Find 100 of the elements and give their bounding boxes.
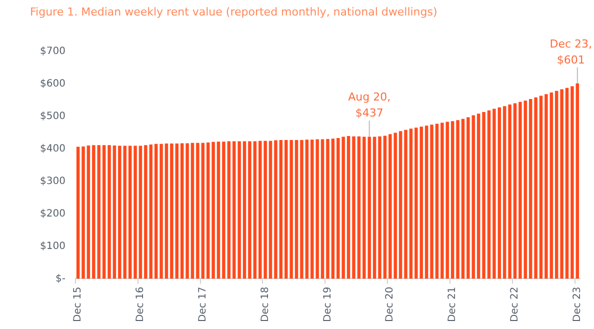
bar: [253, 141, 257, 279]
x-tick-label: Dec 19: [322, 286, 334, 322]
bar: [435, 124, 439, 279]
x-tick-label: Dec 22: [510, 286, 521, 322]
bar: [134, 146, 137, 279]
bar: [513, 103, 517, 279]
bar: [268, 140, 272, 279]
bar: [570, 86, 574, 279]
x-tick-label: Dec 21: [447, 286, 458, 322]
bar: [539, 96, 543, 279]
bar: [492, 108, 496, 279]
bar: [554, 90, 558, 279]
bar: [466, 117, 470, 279]
bar: [164, 144, 168, 279]
bar: [279, 140, 283, 279]
bar: [76, 146, 80, 279]
bar: [186, 143, 189, 279]
bar: [128, 146, 132, 279]
bar: [518, 102, 522, 279]
bar: [248, 141, 252, 279]
bar: [378, 136, 382, 279]
bar: [550, 92, 554, 279]
chart-title: Figure 1. Median weekly rent value (reported monthly, national dwellings): [30, 5, 438, 18]
x-tick-label: Dec 20: [384, 286, 396, 322]
bar: [430, 124, 434, 279]
y-tick-label: $600: [40, 78, 66, 90]
x-tick-label: Dec 15: [72, 286, 84, 322]
bar: [316, 139, 319, 279]
y-tick-label: $700: [40, 46, 66, 57]
bar: [502, 106, 506, 279]
bar: [310, 140, 314, 279]
bar: [258, 140, 262, 279]
bar: [576, 83, 580, 279]
y-tick-label: $100: [40, 240, 66, 252]
bar: [372, 136, 376, 279]
bar: [524, 100, 527, 279]
bar: [284, 140, 288, 279]
bar: [238, 141, 241, 279]
bar: [368, 136, 371, 279]
bar: [456, 120, 460, 279]
bar: [320, 139, 324, 279]
bar: [160, 144, 163, 279]
bar: [222, 142, 226, 279]
bar: [336, 138, 340, 279]
y-tick-label: $500: [40, 110, 66, 122]
x-tick-label: Dec 16: [135, 286, 146, 322]
data-label: Aug 20, $437: [348, 90, 391, 120]
bar: [102, 145, 106, 279]
bar: [331, 138, 335, 279]
bar: [482, 112, 486, 279]
bar: [201, 142, 204, 279]
bar: [404, 130, 408, 279]
y-tick-label: $400: [40, 143, 66, 154]
bar: [461, 118, 465, 279]
bar: [424, 126, 428, 279]
bar: [144, 145, 148, 279]
bar: [180, 143, 184, 279]
bar: [242, 141, 246, 279]
bar: [383, 136, 387, 279]
bar: [206, 142, 210, 279]
bar: [264, 140, 267, 279]
bar: [352, 136, 356, 279]
bar: [362, 136, 366, 279]
bar: [175, 144, 178, 279]
bar: [508, 104, 512, 279]
bar: [170, 144, 174, 279]
y-tick-label: $-: [55, 273, 66, 284]
bar: [565, 88, 569, 279]
bar: [190, 142, 194, 279]
bar: [398, 131, 402, 279]
bar: [86, 145, 90, 279]
bar: [409, 128, 413, 279]
bar: [274, 140, 278, 279]
bar: [232, 141, 236, 279]
bar: [118, 146, 122, 279]
bar: [544, 94, 548, 279]
bar: [357, 136, 361, 279]
bar: [450, 121, 454, 279]
bar: [294, 140, 298, 279]
bar: [196, 142, 200, 279]
x-tick-label: Dec 23: [572, 286, 583, 322]
bar: [346, 136, 350, 279]
bar: [528, 98, 532, 279]
data-label: Dec 23, $601: [550, 37, 592, 66]
y-tick-label: $300: [40, 176, 66, 187]
bar: [108, 145, 111, 279]
bar: [300, 140, 304, 279]
bar: [487, 110, 491, 279]
bar: [216, 142, 220, 279]
bar: [149, 144, 152, 279]
bar: [227, 141, 231, 279]
bar: [560, 89, 564, 279]
bar: [342, 136, 345, 279]
bar: [498, 107, 501, 279]
bar: [534, 97, 538, 279]
bar: [476, 114, 480, 279]
bar: [123, 146, 126, 279]
bar: [154, 144, 158, 279]
bar: [82, 146, 85, 279]
bar: [326, 138, 330, 279]
